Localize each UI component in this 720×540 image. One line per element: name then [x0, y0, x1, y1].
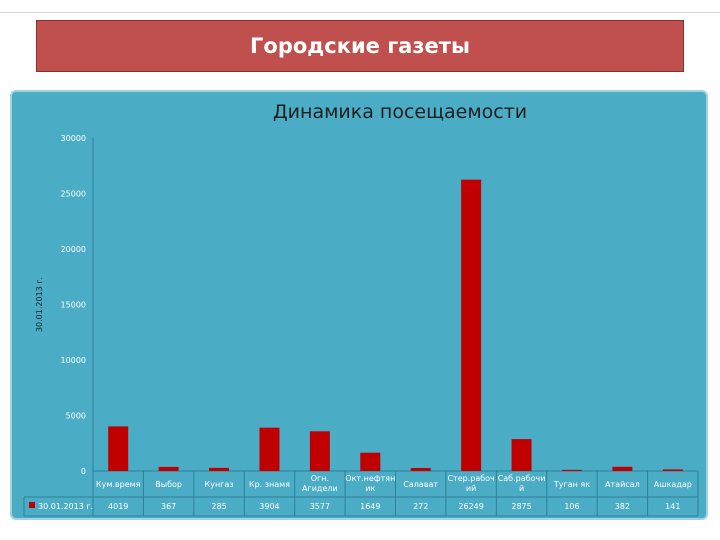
bar-12 [662, 469, 683, 471]
bar-2 [158, 466, 179, 471]
bar-5 [309, 431, 330, 471]
category-label: Атайсал [605, 480, 640, 489]
y-tick-label: 10000 [61, 356, 86, 365]
category-label: Туган як [553, 480, 590, 489]
category-label: Саб.рабочи [498, 474, 546, 483]
y-tick-label: 15000 [61, 301, 86, 310]
legend-series-name: 30.01.2013 г. [38, 502, 93, 511]
y-axis-label: 30.01.2013 г. [35, 277, 44, 332]
bar-6 [360, 452, 381, 471]
category-label: Кум.время [96, 480, 141, 489]
category-label: й [519, 484, 524, 493]
category-label: Огн. [311, 474, 329, 483]
table-value: 106 [564, 502, 579, 511]
table-value: 1649 [360, 502, 380, 511]
chart-title: Динамика посещаемости [273, 101, 527, 123]
table-value: 285 [211, 502, 226, 511]
y-tick-label: 30000 [61, 134, 86, 143]
table-value: 272 [413, 502, 428, 511]
bar-1 [108, 426, 129, 471]
category-label: Кунгаз [205, 480, 234, 489]
table-value: 382 [615, 502, 630, 511]
y-tick-label: 20000 [61, 245, 86, 254]
bar-11 [612, 466, 633, 471]
table-value: 26249 [458, 502, 483, 511]
y-tick-label: 0 [81, 467, 86, 476]
bar-9 [511, 439, 532, 471]
category-label: Выбор [155, 480, 182, 489]
category-label: ик [365, 484, 375, 493]
y-tick-label: 5000 [66, 412, 86, 421]
bar-10 [561, 469, 582, 471]
table-value: 3577 [310, 502, 330, 511]
header-divider [0, 12, 720, 13]
category-label: ий [466, 484, 476, 493]
table-value: 367 [161, 502, 176, 511]
legend-key [29, 502, 35, 508]
category-label: Кр. знамя [249, 480, 290, 489]
bar-3 [209, 467, 230, 471]
category-label: Агидели [302, 484, 338, 493]
category-label: Окт.нефтян [345, 474, 395, 483]
table-value: 2875 [511, 502, 531, 511]
bar-8 [461, 179, 482, 471]
table-value: 3904 [259, 502, 279, 511]
y-tick-label: 25000 [61, 190, 86, 199]
category-label: Стер.рабоч [447, 474, 494, 483]
table-value: 4019 [108, 502, 128, 511]
bar-7 [410, 467, 431, 471]
slide-title: Городские газеты [36, 20, 684, 72]
bar-4 [259, 427, 280, 471]
category-label: Салават [403, 480, 438, 489]
category-label: Ашкадар [654, 480, 692, 489]
table-value: 141 [665, 502, 680, 511]
